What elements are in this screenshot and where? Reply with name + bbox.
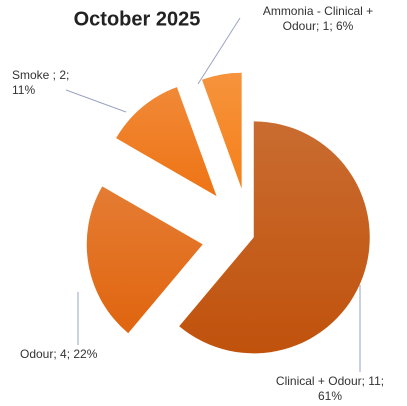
leader-line <box>65 89 127 113</box>
pie-slice <box>201 72 242 189</box>
data-label: Odour; 1; 6% <box>283 19 354 33</box>
leader-line <box>197 17 241 85</box>
data-label: 61% <box>318 389 342 403</box>
data-label: Clinical + Odour; 11; <box>276 374 384 388</box>
chart-title: October 2025 <box>74 8 201 30</box>
data-label: Ammonia - Clinical + <box>263 4 373 18</box>
data-label: 11% <box>12 83 35 97</box>
data-label: Smoke ; 2; <box>12 68 69 82</box>
pie-slice <box>116 87 217 197</box>
data-label: Odour; 4; 22% <box>20 347 98 361</box>
pie-slice <box>86 186 203 334</box>
pie-slice <box>179 121 370 354</box>
